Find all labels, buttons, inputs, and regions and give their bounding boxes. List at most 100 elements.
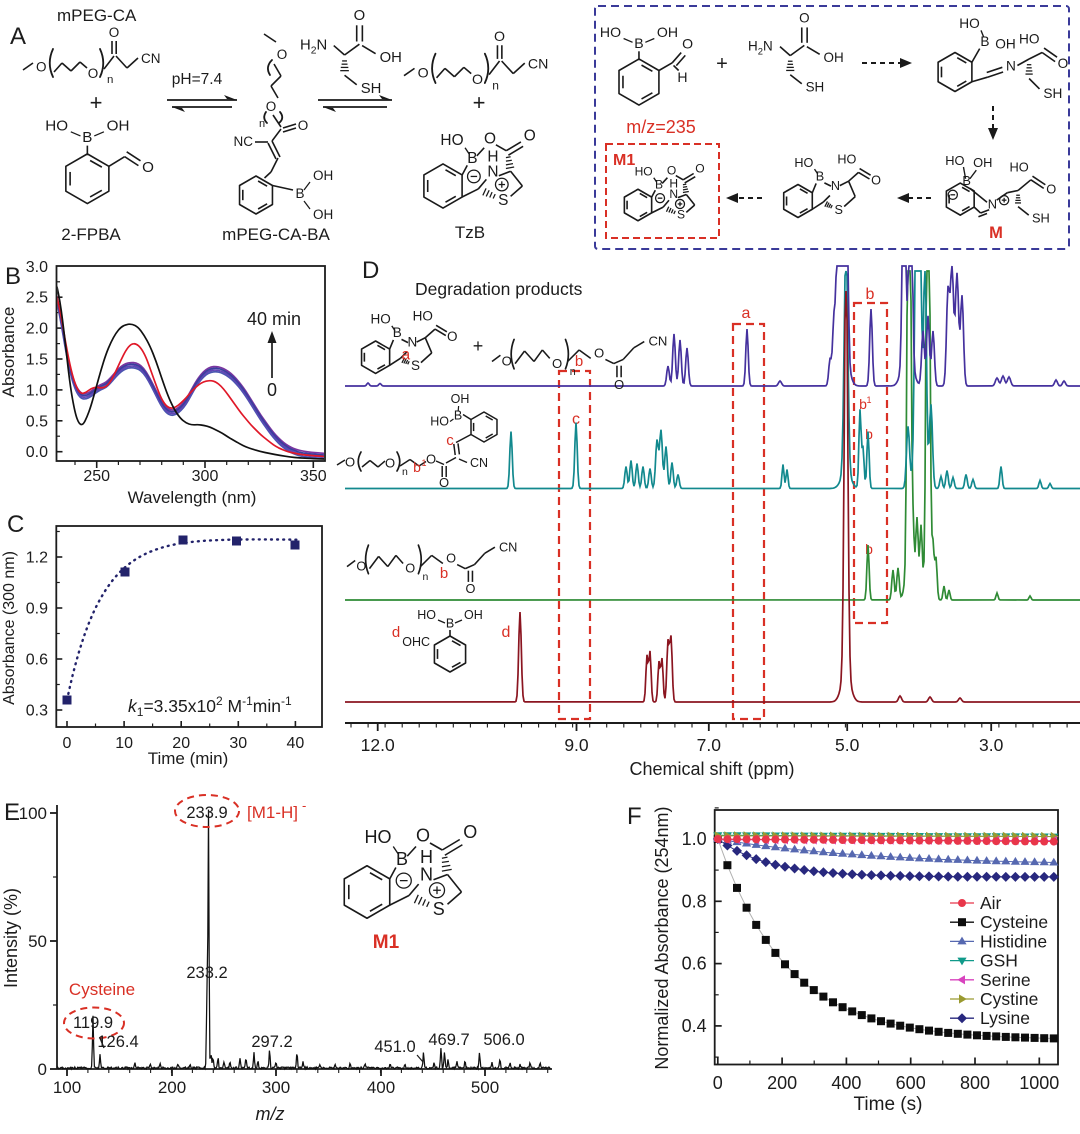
svg-text:b: b	[413, 459, 421, 475]
svg-text:500: 500	[471, 1078, 499, 1097]
svg-text:Cysteine: Cysteine	[980, 912, 1048, 932]
svg-text:SH: SH	[1032, 211, 1050, 226]
svg-text:506.0: 506.0	[483, 1031, 524, 1049]
svg-text:NC: NC	[234, 134, 254, 149]
svg-text:400: 400	[367, 1078, 395, 1097]
svg-text:mPEG-CA: mPEG-CA	[57, 6, 137, 25]
svg-text:N: N	[831, 179, 840, 193]
svg-text:O: O	[345, 455, 355, 470]
svg-text:N: N	[988, 197, 997, 212]
svg-text:0: 0	[38, 1060, 47, 1079]
svg-text:Time (min): Time (min)	[148, 749, 229, 768]
svg-text:A: A	[10, 23, 26, 50]
svg-text:B: B	[393, 325, 402, 340]
svg-text:Chemical shift (ppm): Chemical shift (ppm)	[629, 759, 794, 779]
svg-text:SH: SH	[806, 79, 825, 94]
svg-text:N: N	[487, 163, 498, 180]
svg-text:n: n	[259, 118, 265, 130]
svg-text:250: 250	[83, 468, 110, 485]
svg-text:B: B	[5, 263, 21, 290]
svg-text:1.2: 1.2	[26, 550, 48, 567]
svg-text:OH: OH	[380, 50, 402, 66]
svg-text:O: O	[594, 345, 604, 360]
svg-text:O: O	[354, 8, 366, 24]
svg-text:300: 300	[262, 1078, 290, 1097]
svg-text:b: b	[866, 286, 875, 303]
svg-text:Absorbance: Absorbance	[0, 307, 18, 398]
svg-text:O: O	[447, 329, 458, 344]
svg-text:HO: HO	[959, 16, 979, 31]
svg-text:N: N	[1006, 59, 1016, 74]
svg-text:B: B	[446, 617, 454, 631]
svg-text:N: N	[420, 865, 433, 885]
svg-text:m/z: m/z	[256, 1104, 285, 1124]
svg-text:O: O	[36, 60, 47, 75]
svg-text:O: O	[871, 174, 881, 188]
svg-text:n: n	[107, 74, 113, 86]
svg-text:N: N	[669, 187, 678, 201]
svg-text:3.0: 3.0	[26, 259, 48, 276]
svg-text:H: H	[677, 69, 687, 85]
svg-text:233.9: 233.9	[186, 804, 227, 822]
svg-text:OH: OH	[451, 392, 470, 406]
svg-text:B: B	[980, 34, 989, 49]
svg-text:B: B	[295, 186, 304, 201]
svg-text:[M1-H]: [M1-H]	[247, 803, 298, 822]
svg-text:OH: OH	[824, 50, 844, 65]
svg-text:1.0: 1.0	[682, 829, 707, 849]
svg-text:O: O	[484, 130, 496, 147]
svg-text:1.5: 1.5	[26, 352, 48, 369]
svg-text:451.0: 451.0	[374, 1038, 415, 1056]
svg-text:600: 600	[896, 1073, 926, 1093]
svg-text:Serine: Serine	[980, 970, 1031, 990]
svg-text:200: 200	[767, 1073, 797, 1093]
svg-text:Cysteine: Cysteine	[69, 980, 135, 999]
svg-text:M: M	[989, 224, 1003, 242]
svg-text:1: 1	[866, 395, 871, 405]
svg-text:B: B	[82, 129, 92, 146]
svg-text:50: 50	[28, 932, 47, 951]
svg-text:1.0: 1.0	[26, 382, 48, 399]
svg-text:Absorbance (300 nm): Absorbance (300 nm)	[1, 551, 18, 705]
svg-text:0: 0	[713, 1073, 723, 1093]
svg-text:m/z=235: m/z=235	[626, 117, 696, 137]
svg-text:2.0: 2.0	[26, 321, 48, 338]
svg-text:O: O	[88, 66, 99, 81]
svg-text:119.9: 119.9	[73, 1014, 113, 1032]
svg-text:O: O	[416, 825, 430, 845]
svg-text:HO: HO	[600, 24, 621, 40]
svg-text:0.6: 0.6	[26, 652, 48, 669]
svg-text:O: O	[405, 561, 415, 576]
svg-text:OHC: OHC	[402, 635, 430, 649]
svg-text:HO: HO	[635, 165, 653, 179]
svg-text:M1: M1	[613, 152, 635, 169]
svg-text:100: 100	[19, 804, 47, 823]
svg-text:O: O	[109, 25, 120, 40]
svg-text:O: O	[277, 47, 288, 62]
svg-text:O: O	[266, 99, 277, 114]
svg-text:OH: OH	[973, 155, 992, 170]
svg-text:n: n	[422, 572, 428, 583]
svg-text:HO: HO	[1019, 31, 1039, 46]
svg-text:CN: CN	[141, 51, 161, 66]
svg-text:O: O	[298, 118, 309, 133]
svg-text:O: O	[494, 29, 505, 45]
svg-text:+: +	[473, 336, 484, 356]
svg-text:126.4: 126.4	[97, 1033, 138, 1051]
svg-text:O: O	[385, 456, 395, 471]
svg-text:E: E	[4, 799, 20, 826]
svg-text:0.5: 0.5	[26, 413, 48, 430]
svg-text:O: O	[142, 159, 154, 176]
svg-text:O: O	[472, 72, 483, 88]
svg-text:SH: SH	[1043, 86, 1062, 101]
svg-text:S: S	[834, 203, 842, 217]
svg-text:n: n	[402, 466, 408, 478]
svg-text:1: 1	[421, 458, 426, 468]
svg-text:0.6: 0.6	[682, 954, 707, 974]
svg-text:OH: OH	[313, 207, 333, 222]
svg-text:Intensity (%): Intensity (%)	[1, 888, 21, 988]
svg-text:2.5: 2.5	[26, 290, 48, 307]
svg-text:O: O	[682, 36, 693, 52]
svg-text:Normalized Absorbance (254nm): Normalized Absorbance (254nm)	[652, 806, 672, 1069]
svg-text:TzB: TzB	[455, 223, 485, 242]
